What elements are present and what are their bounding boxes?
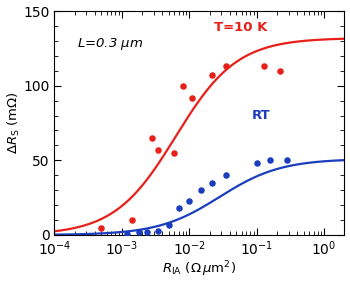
Point xyxy=(223,64,229,69)
Point xyxy=(136,230,142,234)
Text: $L$=0.3 μm: $L$=0.3 μm xyxy=(77,36,144,52)
Point xyxy=(277,68,282,73)
Point xyxy=(166,222,172,227)
Point xyxy=(129,218,134,222)
Point xyxy=(149,136,155,140)
Point xyxy=(261,64,267,69)
Point xyxy=(180,84,186,88)
Point xyxy=(198,188,204,192)
Point xyxy=(254,161,259,166)
X-axis label: $R_{\mathrm{IA}}$ ($\Omega\,\mu$m$^2$): $R_{\mathrm{IA}}$ ($\Omega\,\mu$m$^2$) xyxy=(162,260,236,280)
Point xyxy=(124,231,130,236)
Point xyxy=(268,158,273,163)
Point xyxy=(210,180,215,185)
Point xyxy=(145,230,150,234)
Point xyxy=(284,158,290,163)
Text: RT: RT xyxy=(252,109,270,121)
Point xyxy=(172,150,177,155)
Point xyxy=(189,95,195,100)
Point xyxy=(223,173,229,178)
Point xyxy=(156,228,161,233)
Point xyxy=(176,206,182,210)
Point xyxy=(99,225,104,230)
Point xyxy=(210,73,215,78)
Y-axis label: $\Delta R_\mathrm{S}$ (m$\Omega$): $\Delta R_\mathrm{S}$ (m$\Omega$) xyxy=(6,91,22,154)
Point xyxy=(156,148,161,152)
Point xyxy=(187,198,192,203)
Text: T=10 K: T=10 K xyxy=(214,21,267,34)
